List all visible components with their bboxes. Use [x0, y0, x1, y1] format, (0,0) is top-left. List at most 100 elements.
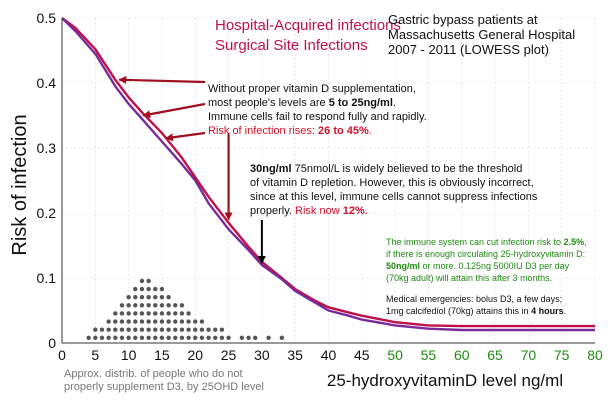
distribution-dot [126, 294, 131, 300]
legend-hospital: Hospital-Acquired infections [215, 17, 401, 34]
annotation-2-line4-text: properly. [250, 205, 296, 217]
annotation-arrow [142, 102, 206, 119]
distribution-dot [99, 335, 105, 340]
distribution-dot [126, 303, 131, 308]
x-tick-label: 45 [354, 347, 370, 363]
annotation-2-line1-text: 75nmol/L is widely believed to be the th… [291, 163, 523, 175]
distribution-dot [106, 319, 111, 324]
distribution-dot [146, 335, 151, 340]
distribution-dot [139, 311, 145, 316]
distribution-dot [119, 335, 125, 340]
distribution-dot [179, 319, 185, 324]
distribution-dot [179, 327, 185, 332]
distribution-dot [159, 319, 165, 324]
distribution-caption-line1: Approx. distrib. of people who do not [64, 368, 243, 380]
distribution-dot [153, 335, 158, 340]
study-info-line2: Massachusetts General Hospital [388, 27, 576, 42]
annotation-arrow [118, 75, 206, 84]
x-tick-label: 50 [387, 347, 403, 363]
distribution-dot [133, 286, 138, 292]
annotation-1-line2-bold: 5 to 25ng/ml [328, 97, 393, 109]
x-tick-label: 70 [521, 347, 537, 363]
annotation-1-line4: Risk of infection rises: 26 to 45%. [208, 124, 427, 138]
distribution-dot [133, 311, 138, 316]
x-tick-label: 80 [587, 347, 603, 363]
annotation-no-supplement: Without proper vitamin D supplementation… [208, 82, 427, 138]
distribution-dot [93, 335, 98, 340]
distribution-dot [206, 327, 211, 332]
annotation-3-line1-pre: The immune system can cut infection risk… [386, 237, 564, 247]
x-tick-label: 0 [58, 347, 66, 363]
distribution-dot [113, 327, 118, 332]
distribution-dot [119, 303, 125, 308]
axis-layer: 0 0.1 0.2 0.3 0.4 0.5 0 5 10 15 20 25 30 35 40 45 50 55 60… [37, 10, 603, 363]
distribution-caption: Approx. distrib. of people who do not pr… [64, 368, 264, 394]
annotation-2-line4-red-post: . [364, 205, 368, 217]
distribution-dot [93, 327, 98, 332]
distribution-dot [279, 335, 285, 340]
annotation-3-line1-post: , [584, 237, 587, 247]
annotation-2-line4: properly. Risk now 12%. [250, 204, 537, 218]
distribution-dot [199, 319, 205, 324]
distribution-dot [99, 327, 105, 332]
distribution-dot [173, 303, 178, 308]
annotation-3-line1-bold: 2.5% [563, 237, 585, 247]
distribution-dot [106, 335, 111, 340]
y-tick-label: 0.1 [37, 270, 57, 286]
distribution-dot [166, 303, 171, 308]
x-tick-label: 35 [287, 347, 303, 363]
annotation-3-line3-bold: 50ng/ml [386, 261, 421, 271]
annotation-4-line2-bold: 4 hours [531, 306, 564, 316]
distribution-dot [119, 311, 125, 316]
distribution-dot [173, 327, 178, 332]
study-info-line1: Gastric bypass patients at [388, 12, 538, 27]
distribution-dot [206, 335, 211, 340]
annotation-1-line4-post: . [368, 125, 372, 137]
y-tick-label: 0.4 [37, 75, 57, 91]
annotation-4-line2: 1mg calcifediol (70kg) attains this in 4… [386, 305, 566, 317]
x-tick-label: 40 [321, 347, 337, 363]
distribution-dot [253, 335, 258, 340]
distribution-dot [219, 335, 225, 340]
series-layer [61, 17, 595, 332]
distribution-dot [179, 335, 185, 340]
annotation-threshold: 30ng/ml 75nmol/L is widely believed to b… [250, 162, 537, 218]
distribution-dot [146, 286, 151, 292]
distribution-dot [113, 319, 118, 324]
x-tick-label: 25 [221, 347, 237, 363]
x-tick-label: 75 [554, 347, 570, 363]
annotation-4-line2-post: . [563, 306, 567, 316]
distribution-dot [246, 335, 251, 340]
x-tick-label: 55 [421, 347, 437, 363]
annotation-2-line2: of vitamin D repletion. However, this is… [250, 177, 534, 189]
annotation-3-line2: if there is enough circulating 25-hydrox… [386, 249, 586, 259]
x-tick-label: 30 [254, 347, 270, 363]
distribution-dot [106, 327, 111, 332]
distribution-dot [166, 319, 171, 324]
distribution-dot [239, 335, 245, 340]
x-tick-label: 60 [454, 347, 470, 363]
distribution-dot [153, 286, 158, 292]
annotation-4-line1: Medical emergencies: bolus D3, a few day… [386, 294, 563, 304]
distribution-dot [179, 311, 185, 316]
distribution-dot [126, 319, 131, 324]
distribution-dot [186, 327, 191, 332]
annotation-3-line4: (70kg adult) will attain this after 3 mo… [386, 273, 553, 283]
distribution-dot [173, 319, 178, 324]
distribution-dot [139, 294, 145, 300]
annotation-2-line4-red: Risk now [295, 205, 343, 217]
distribution-dot [193, 319, 198, 324]
arrows-layer [118, 75, 266, 265]
y-tick-label: 0.5 [37, 10, 57, 26]
distribution-dot [159, 311, 165, 316]
annotation-1-line4-bold: 26 to 45% [318, 125, 369, 137]
annotation-1-line4-text: Risk of infection rises: [208, 125, 319, 137]
distribution-dot [173, 335, 178, 340]
distribution-dot [126, 335, 131, 340]
distribution-dot [139, 278, 145, 284]
annotation-3-line1: The immune system can cut infection risk… [386, 236, 587, 248]
annotation-2-line1-bold: 30ng/ml [250, 163, 292, 175]
distribution-dot [113, 311, 118, 316]
distribution-dot [153, 319, 158, 324]
x-tick-label: 65 [487, 347, 503, 363]
